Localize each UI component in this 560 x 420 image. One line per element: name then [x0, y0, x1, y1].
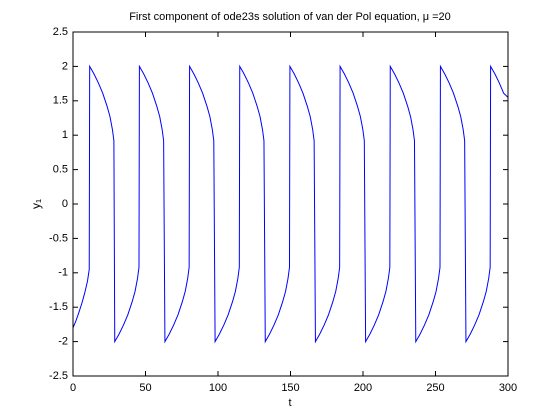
- x-tick-label: 150: [281, 382, 299, 394]
- y-tick-label: -1: [58, 267, 68, 279]
- y-tick-label: 0.5: [53, 164, 68, 176]
- y-tick-label: 1: [62, 129, 68, 141]
- x-tick-label: 0: [70, 382, 76, 394]
- x-axis-label: t: [288, 397, 291, 409]
- x-tick-label: 100: [209, 382, 227, 394]
- y-tick-label: -0.5: [49, 232, 68, 244]
- y-tick-label: -1.5: [49, 301, 68, 313]
- y-tick-label: 2: [62, 60, 68, 72]
- y-tick-label: 1.5: [53, 95, 68, 107]
- y-axis-label: y₁: [29, 199, 43, 209]
- x-tick-label: 300: [499, 382, 517, 394]
- x-tick-label: 200: [354, 382, 372, 394]
- y-tick-label: -2: [58, 336, 68, 348]
- y-tick-label: 0: [62, 198, 68, 210]
- x-tick-label: 50: [139, 382, 151, 394]
- plot-frame: [72, 31, 509, 377]
- chart-title: First component of ode23s solution of va…: [129, 11, 451, 23]
- x-tick-label: 250: [426, 382, 444, 394]
- y-tick-label: 2.5: [53, 26, 68, 38]
- y-tick-label: -2.5: [49, 370, 68, 382]
- data-line: [72, 64, 509, 344]
